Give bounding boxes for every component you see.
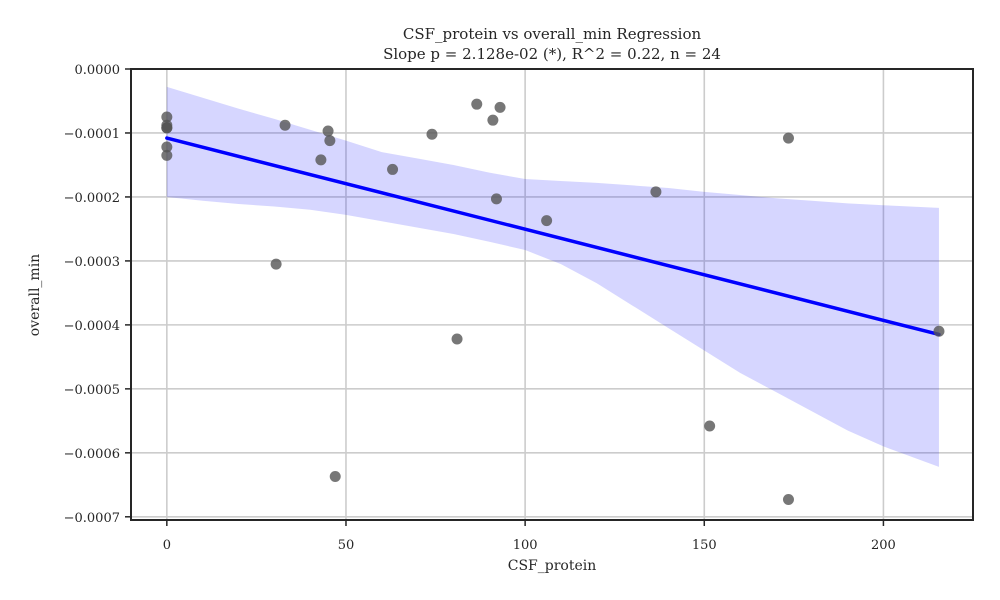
axis-ticks-layer: 0 50 100 150 200 0.0000 −0.0001 −0.0002 −0.0003 −… <box>64 63 896 553</box>
x-tick-label: 100 <box>513 538 538 553</box>
y-tick-label: −0.0007 <box>64 511 120 526</box>
plot-frame <box>130 68 974 521</box>
data-point <box>315 154 327 166</box>
data-point <box>329 470 341 482</box>
data-point <box>279 119 291 131</box>
y-tick-label: −0.0001 <box>64 127 120 142</box>
data-point <box>387 163 399 175</box>
data-point <box>494 101 506 113</box>
data-point <box>933 325 945 337</box>
y-tick-label: −0.0004 <box>64 319 120 334</box>
data-point <box>324 135 336 147</box>
data-points-layer <box>161 98 945 506</box>
data-point <box>704 420 716 432</box>
y-tick-label: −0.0006 <box>64 447 120 462</box>
data-point <box>270 258 282 270</box>
y-tick-label: −0.0002 <box>64 191 120 206</box>
regression-line-layer <box>165 136 941 337</box>
data-point <box>161 111 173 123</box>
data-point <box>322 125 334 137</box>
confidence-band-layer <box>166 86 939 467</box>
data-point <box>487 114 499 126</box>
data-point <box>490 193 502 205</box>
y-axis-label: overall_min <box>27 254 43 336</box>
x-tick-label: 200 <box>871 538 896 553</box>
data-point <box>650 186 662 198</box>
confidence-band <box>166 86 939 467</box>
data-point <box>426 128 438 140</box>
x-axis-label: CSF_protein <box>508 558 597 574</box>
data-point <box>451 333 463 345</box>
x-tick-label: 150 <box>692 538 717 553</box>
y-tick-label: −0.0003 <box>64 255 120 270</box>
y-tick-label: 0.0000 <box>75 63 121 78</box>
x-tick-label: 50 <box>338 538 355 553</box>
chart-title: CSF_protein vs overall_min Regression <box>403 25 702 43</box>
chart-subtitle: Slope p = 2.128e-02 (*), R^2 = 0.22, n =… <box>383 45 721 63</box>
x-tick-label: 0 <box>163 538 171 553</box>
y-tick-label: −0.0005 <box>64 383 120 398</box>
data-point <box>471 98 483 110</box>
data-point <box>161 141 173 153</box>
regression-line <box>165 136 941 337</box>
data-point <box>782 132 794 144</box>
data-point <box>161 149 173 161</box>
data-point <box>541 215 553 227</box>
data-point <box>161 122 173 134</box>
data-point <box>782 494 794 506</box>
